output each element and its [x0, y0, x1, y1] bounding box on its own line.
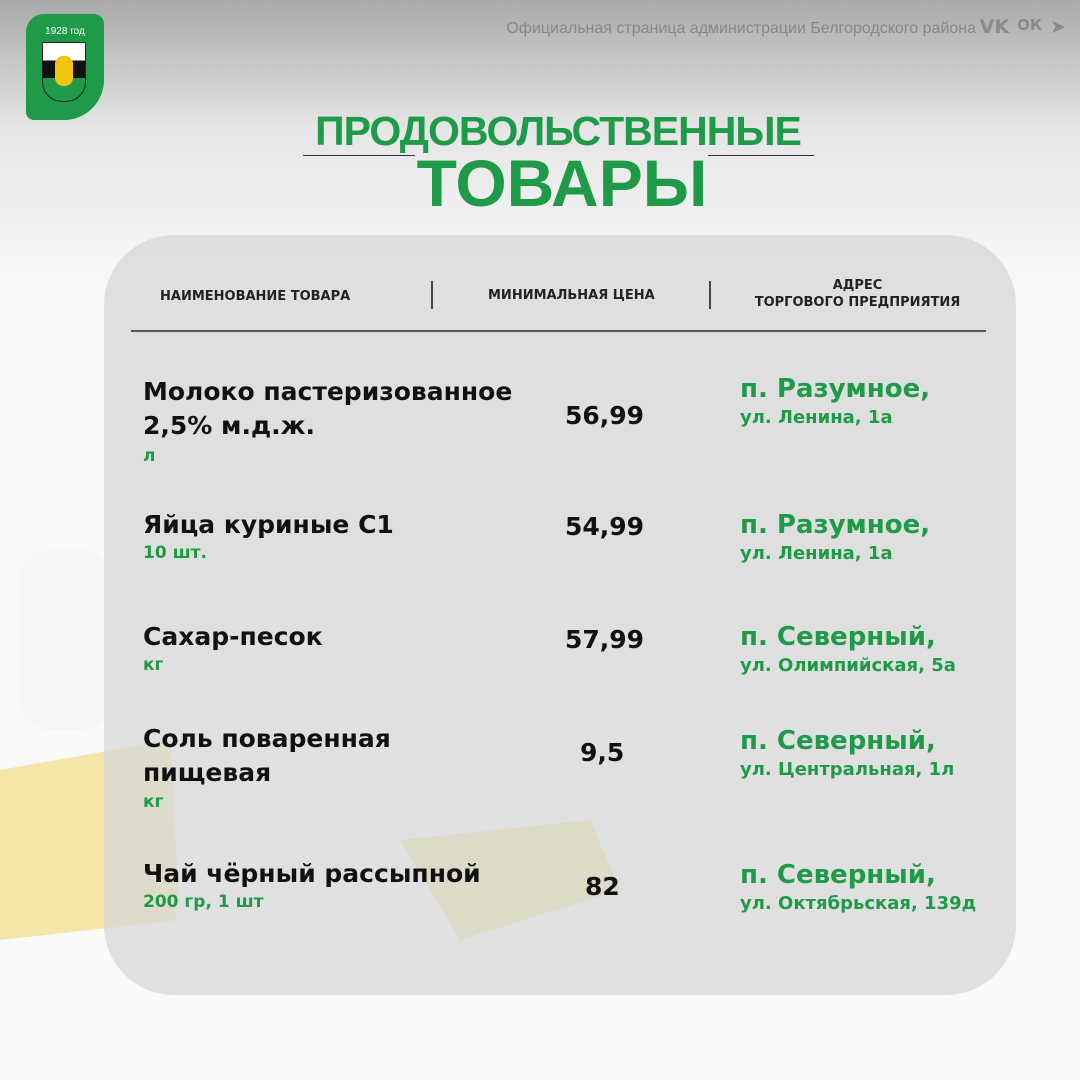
vk-icon[interactable]: VK [979, 16, 1010, 38]
coat-of-arms-icon [42, 42, 86, 102]
store-street: ул. Ленина, 1а [740, 543, 893, 564]
column-header-price: МИНИМАЛЬНАЯ ЦЕНА [488, 288, 655, 303]
product-name: Яйца куриные С1 [143, 510, 394, 539]
product-unit: 200 гр, 1 шт [143, 892, 264, 912]
lion-icon [55, 56, 73, 86]
product-unit: 10 шт. [143, 543, 207, 563]
title-rule-right [708, 155, 814, 156]
product-unit: л [143, 446, 156, 466]
store-settlement: п. Разумное, [740, 510, 931, 540]
product-price: 56,99 [565, 401, 645, 430]
store-settlement: п. Северный, [740, 726, 936, 756]
store-street: ул. Олимпийская, 5а [740, 655, 956, 676]
column-header-address-line1: АДРЕС [832, 278, 883, 293]
social-links: VK ОК ➤ [980, 16, 1066, 38]
product-price: 9,5 [580, 738, 625, 767]
district-logo: 1928 год [26, 14, 104, 120]
column-separator [709, 281, 711, 309]
product-name: Молоко пастеризованное [143, 377, 513, 406]
store-street: ул. Октябрьская, 139д [740, 893, 977, 914]
product-name-line2: 2,5% м.д.ж. [143, 411, 316, 440]
store-settlement: п. Северный, [740, 860, 936, 890]
product-name: Чай чёрный рассыпной [143, 859, 481, 888]
title-line2: ТОВАРЫ [416, 146, 708, 220]
tagline: Официальная страница администрации Белго… [506, 20, 976, 37]
store-settlement: п. Разумное, [740, 374, 931, 404]
store-street: ул. Центральная, 1л [740, 759, 955, 780]
product-price: 57,99 [565, 625, 645, 654]
product-price: 54,99 [565, 512, 645, 541]
telegram-icon[interactable]: ➤ [1050, 16, 1066, 38]
column-header-address: АДРЕС ТОРГОВОГО ПРЕДПРИЯТИЯ [745, 278, 970, 310]
odnoklassniki-icon[interactable]: ОК [1017, 16, 1043, 34]
column-header-name: НАИМЕНОВАНИЕ ТОВАРА [160, 289, 351, 304]
title-line1: ПРОДОВОЛЬСТВЕННЫЕ [315, 108, 802, 154]
product-unit: кг [143, 655, 164, 675]
price-table-card [104, 235, 1016, 995]
product-price: 82 [585, 872, 620, 901]
title-rule-left [303, 155, 415, 156]
store-street: ул. Ленина, 1а [740, 407, 893, 428]
column-header-address-line2: ТОРГОВОГО ПРЕДПРИЯТИЯ [754, 295, 961, 310]
product-name: Соль поваренная [143, 724, 391, 753]
product-unit: кг [143, 792, 164, 812]
product-name-line2: пищевая [143, 758, 272, 787]
column-separator [431, 281, 433, 309]
logo-year: 1928 год [45, 26, 85, 37]
header-divider [131, 330, 986, 332]
store-settlement: п. Северный, [740, 622, 936, 652]
product-name: Сахар-песок [143, 622, 323, 651]
